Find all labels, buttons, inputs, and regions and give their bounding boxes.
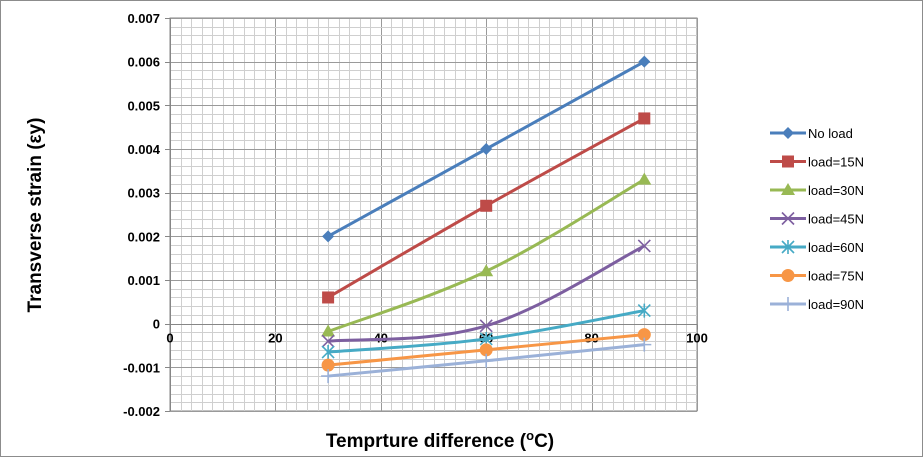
legend-item: load=60N — [770, 240, 864, 255]
data-point — [637, 172, 652, 185]
data-point — [321, 334, 335, 348]
data-point — [480, 143, 493, 155]
y-tick-label: -0.001 — [123, 360, 160, 375]
series-layer — [321, 55, 652, 384]
y-axis-title: Transverse strain (εy) — [25, 118, 46, 313]
y-tick-label: 0 — [153, 317, 160, 332]
data-point — [322, 230, 335, 243]
data-point — [637, 239, 651, 253]
legend-label: No load — [808, 126, 853, 141]
data-point — [638, 112, 651, 125]
y-tick-label: 0.004 — [127, 142, 160, 157]
data-point — [479, 343, 493, 357]
legend-item: No load — [770, 126, 853, 141]
legend-marker — [782, 155, 794, 168]
y-tick-label: -0.002 — [123, 404, 160, 419]
x-tick-label: 100 — [686, 331, 708, 346]
legend-label: load=75N — [808, 269, 864, 284]
series-load-90n — [321, 337, 652, 384]
series-no-load — [322, 55, 651, 243]
x-tick-label: 0 — [166, 331, 173, 346]
y-tick-label: 0.003 — [127, 186, 160, 201]
legend-label: load=30N — [808, 183, 864, 198]
data-point — [322, 291, 335, 304]
legend-item: load=75N — [770, 269, 864, 284]
legend-label: load=15N — [808, 155, 864, 170]
y-tick-label: 0.001 — [127, 273, 160, 288]
x-tick-label: 20 — [268, 331, 282, 346]
legend-label: load=90N — [808, 297, 864, 312]
series-load-45n — [321, 239, 651, 348]
x-axis-title-sup: o — [526, 428, 534, 443]
x-tick-label: 80 — [584, 331, 598, 346]
data-point — [321, 369, 336, 384]
data-point — [321, 324, 336, 337]
data-point — [637, 328, 651, 342]
y-tick-label: 0.007 — [127, 11, 160, 26]
data-point — [479, 264, 494, 277]
y-tick-label: 0.006 — [127, 55, 160, 70]
legend-marker — [781, 297, 795, 311]
data-point — [321, 345, 335, 360]
x-axis-title: Temprture difference (oC) — [326, 428, 554, 452]
series-load-75n — [321, 328, 651, 372]
legend-item: load=30N — [770, 183, 864, 198]
series-load-15n — [322, 112, 651, 304]
data-point — [321, 358, 335, 372]
x-axis-title-end: C) — [534, 431, 554, 452]
legend: No load load=15N load=30N load=45N load=60N l… — [770, 126, 864, 312]
data-point — [479, 319, 493, 333]
y-tick-label: 0.002 — [127, 229, 160, 244]
data-point — [638, 55, 651, 68]
legend-label: load=60N — [808, 240, 864, 255]
legend-marker — [781, 240, 795, 254]
y-tick-label: 0.005 — [127, 98, 160, 113]
data-point — [637, 337, 652, 352]
data-point — [479, 353, 494, 368]
legend-label: load=45N — [808, 212, 864, 227]
legend-marker — [781, 269, 795, 282]
data-point — [637, 303, 651, 318]
series-load-30n — [321, 172, 652, 337]
data-point — [480, 199, 493, 212]
legend-marker — [781, 211, 795, 226]
legend-item: load=90N — [770, 297, 864, 312]
x-axis-title-main: Temprture difference ( — [326, 431, 527, 452]
legend-item: load=45N — [770, 212, 864, 227]
legend-marker — [781, 183, 795, 195]
legend-item: load=15N — [770, 155, 864, 170]
legend-marker — [782, 127, 794, 139]
